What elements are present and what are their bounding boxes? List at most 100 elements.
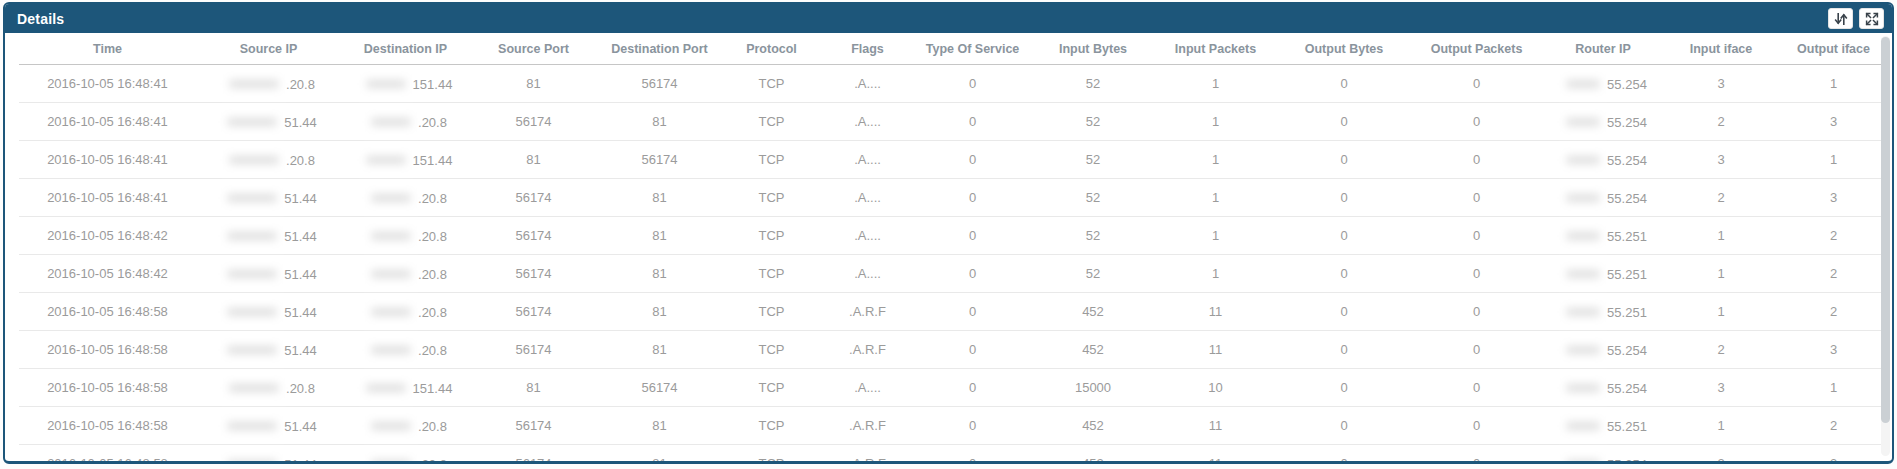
cell-output-packets: 0 — [1412, 255, 1541, 293]
redacted-ip-blur — [1559, 409, 1607, 443]
column-header-router-ip[interactable]: Router IP — [1541, 33, 1665, 65]
cell-flags: .A.R.F — [821, 293, 914, 331]
cell-destination-port: 81 — [597, 103, 722, 141]
redacted-ip-blur — [220, 447, 284, 464]
cell-destination-port: 56174 — [597, 141, 722, 179]
table-row[interactable]: 2016-10-05 16:48:4251.44.20.85617481TCP.… — [19, 255, 1890, 293]
ip-visible-suffix: 151.44 — [413, 381, 453, 396]
vertical-scrollbar-thumb[interactable] — [1881, 37, 1890, 423]
panel-header: Details — [5, 4, 1892, 33]
column-header-input-packets[interactable]: Input Packets — [1155, 33, 1276, 65]
cell-source-port: 56174 — [470, 103, 597, 141]
table-row[interactable]: 2016-10-05 16:48:58.20.8151.448156174TCP… — [19, 369, 1890, 407]
column-header-protocol[interactable]: Protocol — [722, 33, 821, 65]
cell-output-iface: 2 — [1777, 293, 1890, 331]
cell-time: 2016-10-05 16:48:58 — [19, 445, 196, 465]
cell-type-of-service: 0 — [914, 331, 1031, 369]
cell-source-port: 56174 — [470, 293, 597, 331]
cell-output-iface: 2 — [1777, 255, 1890, 293]
cell-destination-ip: .20.8 — [341, 293, 470, 331]
redacted-ip-blur — [359, 143, 413, 177]
column-header-output-bytes[interactable]: Output Bytes — [1276, 33, 1412, 65]
cell-output-bytes: 0 — [1276, 65, 1412, 103]
cell-destination-ip: .20.8 — [341, 255, 470, 293]
cell-input-packets: 1 — [1155, 103, 1276, 141]
cell-router-ip: 55.254 — [1541, 445, 1665, 465]
redacted-ip-blur — [364, 447, 418, 464]
ip-visible-suffix: 55.251 — [1607, 267, 1647, 282]
cell-input-bytes: 452 — [1031, 407, 1155, 445]
ip-visible-suffix: 55.254 — [1607, 457, 1647, 464]
ip-visible-suffix: .20.8 — [286, 381, 315, 396]
ip-visible-suffix: .20.8 — [418, 457, 447, 464]
cell-source-port: 56174 — [470, 407, 597, 445]
column-header-time[interactable]: Time — [19, 33, 196, 65]
table-row[interactable]: 2016-10-05 16:48:4151.44.20.85617481TCP.… — [19, 179, 1890, 217]
cell-input-iface: 3 — [1665, 369, 1777, 407]
column-header-source-port[interactable]: Source Port — [470, 33, 597, 65]
cell-destination-port: 81 — [597, 255, 722, 293]
table-row[interactable]: 2016-10-05 16:48:41.20.8151.448156174TCP… — [19, 65, 1890, 103]
column-header-destination-ip[interactable]: Destination IP — [341, 33, 470, 65]
cell-type-of-service: 0 — [914, 65, 1031, 103]
cell-destination-port: 81 — [597, 293, 722, 331]
column-header-destination-port[interactable]: Destination Port — [597, 33, 722, 65]
cell-output-iface: 3 — [1777, 445, 1890, 465]
redacted-ip-blur — [1559, 295, 1607, 329]
cell-source-ip: .20.8 — [196, 369, 341, 407]
cell-output-iface: 2 — [1777, 407, 1890, 445]
cell-source-port: 81 — [470, 369, 597, 407]
vertical-scrollbar-track[interactable] — [1881, 36, 1890, 456]
cell-output-packets: 0 — [1412, 103, 1541, 141]
redacted-ip-blur — [359, 67, 413, 101]
cell-source-ip: .20.8 — [196, 65, 341, 103]
cell-output-bytes: 0 — [1276, 141, 1412, 179]
cell-input-bytes: 15000 — [1031, 369, 1155, 407]
table-row[interactable]: 2016-10-05 16:48:5851.44.20.85617481TCP.… — [19, 293, 1890, 331]
column-header-output-packets[interactable]: Output Packets — [1412, 33, 1541, 65]
table-row[interactable]: 2016-10-05 16:48:4151.44.20.85617481TCP.… — [19, 103, 1890, 141]
redacted-ip-blur — [1559, 181, 1607, 215]
column-header-output-iface[interactable]: Output iface — [1777, 33, 1890, 65]
table-row[interactable]: 2016-10-05 16:48:41.20.8151.448156174TCP… — [19, 141, 1890, 179]
expand-button[interactable] — [1859, 8, 1884, 29]
cell-source-ip: 51.44 — [196, 103, 341, 141]
details-table: TimeSource IPDestination IPSource PortDe… — [19, 33, 1890, 464]
ip-visible-suffix: 151.44 — [413, 153, 453, 168]
column-header-input-bytes[interactable]: Input Bytes — [1031, 33, 1155, 65]
cell-input-iface: 2 — [1665, 103, 1777, 141]
cell-input-iface: 1 — [1665, 255, 1777, 293]
redacted-ip-blur — [220, 409, 284, 443]
cell-destination-ip: .20.8 — [341, 103, 470, 141]
redacted-ip-blur — [1559, 219, 1607, 253]
ip-visible-suffix: .20.8 — [418, 267, 447, 282]
table-row[interactable]: 2016-10-05 16:48:5851.44.20.85617481TCP.… — [19, 331, 1890, 369]
ip-visible-suffix: 55.254 — [1607, 153, 1647, 168]
table-row[interactable]: 2016-10-05 16:48:5851.44.20.85617481TCP.… — [19, 445, 1890, 465]
cell-input-packets: 11 — [1155, 293, 1276, 331]
sort-button[interactable] — [1828, 8, 1853, 29]
redacted-ip-blur — [364, 181, 418, 215]
cell-router-ip: 55.254 — [1541, 331, 1665, 369]
cell-output-packets: 0 — [1412, 179, 1541, 217]
cell-input-bytes: 52 — [1031, 65, 1155, 103]
cell-source-ip: 51.44 — [196, 179, 341, 217]
cell-output-iface: 3 — [1777, 331, 1890, 369]
column-header-flags[interactable]: Flags — [821, 33, 914, 65]
cell-output-bytes: 0 — [1276, 255, 1412, 293]
cell-destination-port: 81 — [597, 331, 722, 369]
table-row[interactable]: 2016-10-05 16:48:4251.44.20.85617481TCP.… — [19, 217, 1890, 255]
table-row[interactable]: 2016-10-05 16:48:5851.44.20.85617481TCP.… — [19, 407, 1890, 445]
ip-visible-suffix: 55.254 — [1607, 77, 1647, 92]
column-header-input-iface[interactable]: Input iface — [1665, 33, 1777, 65]
cell-input-iface: 3 — [1665, 141, 1777, 179]
cell-router-ip: 55.254 — [1541, 65, 1665, 103]
column-header-source-ip[interactable]: Source IP — [196, 33, 341, 65]
column-header-type-of-service[interactable]: Type Of Service — [914, 33, 1031, 65]
ip-visible-suffix: 55.254 — [1607, 191, 1647, 206]
ip-visible-suffix: .20.8 — [286, 153, 315, 168]
ip-visible-suffix: 55.251 — [1607, 305, 1647, 320]
cell-time: 2016-10-05 16:48:41 — [19, 141, 196, 179]
cell-destination-port: 81 — [597, 179, 722, 217]
ip-visible-suffix: .20.8 — [418, 115, 447, 130]
